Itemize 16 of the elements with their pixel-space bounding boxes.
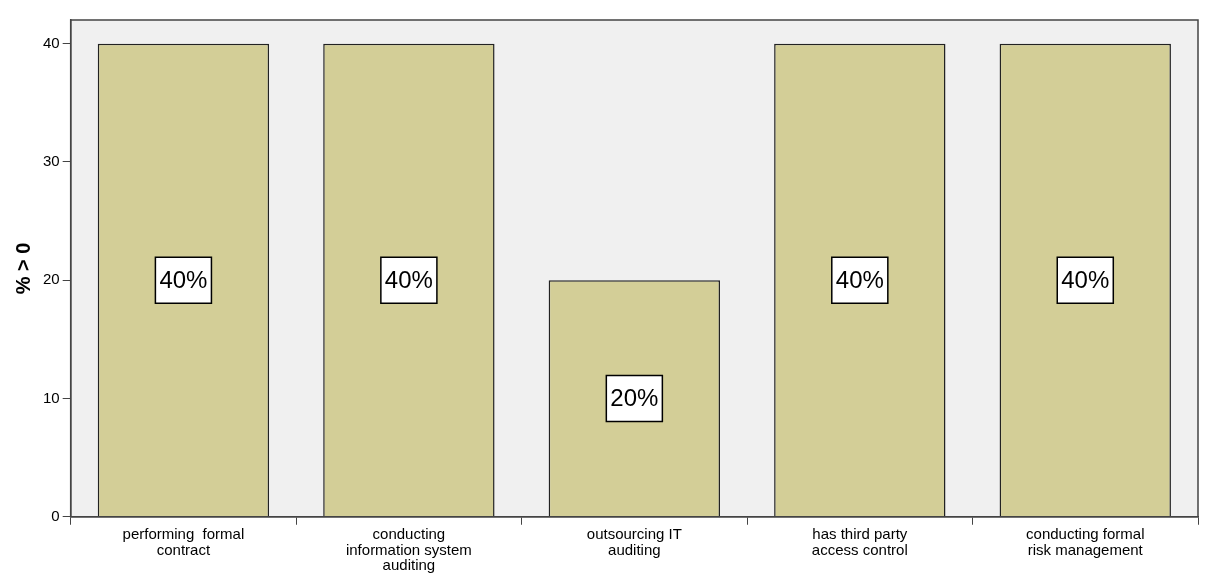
x-tick-label: conducting formal risk management xyxy=(1026,524,1145,558)
data-label: 40% xyxy=(384,265,433,293)
data-label: 40% xyxy=(159,265,208,293)
x-tick-label: conducting information system auditing xyxy=(345,524,472,574)
x-tick-label: has third party access control xyxy=(811,524,908,558)
y-tick-label: 40 xyxy=(43,33,60,51)
y-tick-label: 10 xyxy=(43,388,60,406)
y-axis-title: % > 0 xyxy=(11,242,34,295)
x-tick-label: performing formal contract xyxy=(122,524,245,558)
x-tick-label: outsourcing IT auditing xyxy=(586,524,682,558)
y-tick-label: 0 xyxy=(51,506,60,524)
y-tick-label: 30 xyxy=(43,152,60,170)
data-label: 40% xyxy=(1061,265,1110,293)
data-label: 20% xyxy=(610,384,659,412)
y-tick-label: 20 xyxy=(43,270,60,288)
data-label: 40% xyxy=(835,265,884,293)
